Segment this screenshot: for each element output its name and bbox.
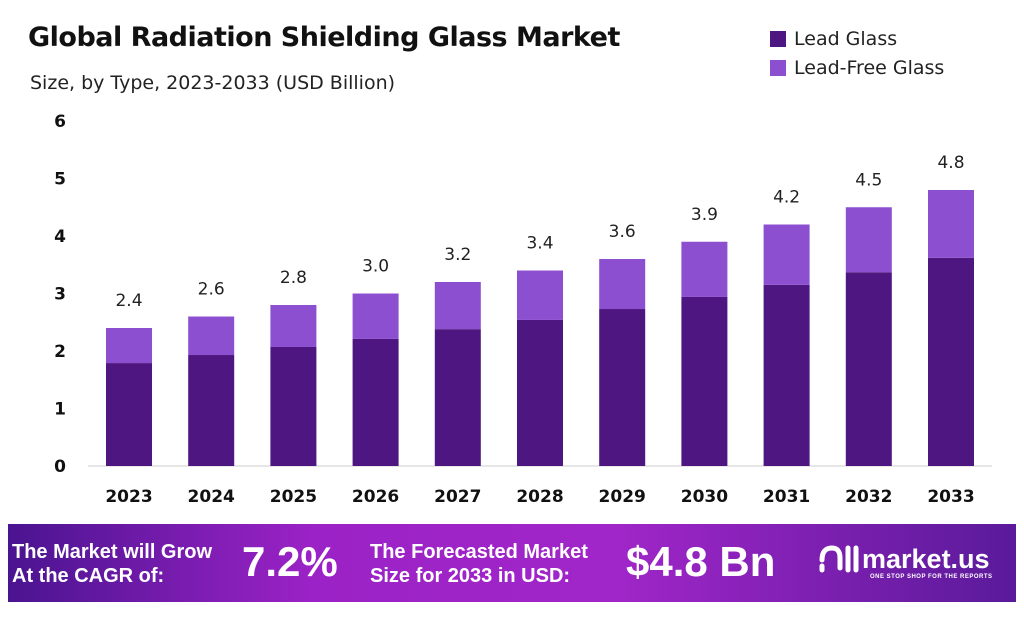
y-tick-label: 0 — [54, 457, 66, 477]
bar-lead-glass-2033 — [928, 257, 974, 466]
legend-swatch — [770, 60, 786, 76]
y-tick-label: 2 — [54, 342, 66, 362]
legend-item-lead-free-glass: Lead-Free Glass — [770, 57, 944, 79]
bar-lead-free-glass-2023 — [106, 328, 152, 364]
x-tick-label: 2028 — [516, 487, 563, 507]
total-label: 2.8 — [280, 268, 307, 288]
y-tick-label: 1 — [54, 400, 66, 420]
total-label: 3.2 — [444, 245, 471, 265]
bar-lead-glass-2029 — [599, 309, 646, 466]
total-label: 4.8 — [937, 153, 964, 173]
forecast-text-2: Size for 2033 in USD: — [370, 565, 571, 587]
logo-tagline: ONE STOP SHOP FOR THE REPORTS — [870, 574, 993, 580]
x-tick-label: 2032 — [845, 487, 892, 507]
total-label: 3.0 — [362, 257, 389, 277]
logo-icon — [819, 545, 859, 573]
bar-lead-glass-2031 — [763, 284, 810, 466]
total-label: 2.4 — [115, 291, 142, 311]
bar-lead-glass-2027 — [434, 329, 481, 466]
market-us-logo: market.us ONE STOP SHOP FOR THE REPORTS — [818, 542, 992, 580]
bar-lead-glass-2030 — [681, 296, 728, 466]
x-tick-label: 2023 — [105, 487, 152, 507]
bar-lead-free-glass-2031 — [763, 224, 810, 285]
chart-subtitle: Size, by Type, 2023-2033 (USD Billion) — [30, 72, 396, 94]
total-label: 3.9 — [691, 205, 718, 225]
y-tick-label: 6 — [54, 112, 66, 132]
cagr-label: The Market will Grow At the CAGR of: — [12, 540, 212, 588]
legend-item-lead-glass: Lead Glass — [770, 28, 897, 50]
bar-lead-free-glass-2029 — [599, 259, 646, 310]
bar-lead-free-glass-2027 — [434, 282, 481, 330]
bar-lead-free-glass-2033 — [928, 190, 974, 258]
forecast-text-1: The Forecasted Market — [370, 541, 588, 563]
legend-swatch — [770, 31, 786, 47]
chart-title: Global Radiation Shielding Glass Market — [28, 22, 620, 53]
total-label: 2.6 — [198, 280, 225, 300]
total-label: 4.5 — [855, 170, 882, 190]
y-tick-label: 5 — [54, 170, 66, 190]
bar-lead-glass-2023 — [106, 363, 152, 466]
legend-label: Lead-Free Glass — [794, 57, 945, 79]
bar-lead-glass-2026 — [352, 338, 399, 466]
cagr-text-1: The Market will Grow — [12, 541, 213, 563]
bar-lead-free-glass-2024 — [188, 316, 235, 356]
bar-lead-free-glass-2028 — [517, 270, 563, 320]
x-tick-label: 2026 — [352, 487, 399, 507]
x-tick-label: 2029 — [599, 487, 646, 507]
x-tick-label: 2031 — [763, 487, 810, 507]
total-label: 3.6 — [609, 222, 636, 242]
bar-lead-free-glass-2030 — [681, 241, 728, 297]
forecast-value: $4.8 Bn — [626, 538, 776, 585]
bar-lead-glass-2025 — [270, 346, 317, 466]
bar-lead-free-glass-2026 — [352, 293, 399, 339]
y-tick-label: 4 — [54, 227, 66, 247]
x-tick-label: 2025 — [270, 487, 317, 507]
x-tick-label: 2024 — [188, 487, 235, 507]
bar-lead-glass-2028 — [517, 319, 563, 466]
bar-chart: 0 1 2 3 4 5 6 2.4 2023 2.6 2024 2.8 2025 3.0 2026 3.2 20… — [54, 112, 992, 507]
x-tick-label: 2027 — [434, 487, 481, 507]
bar-lead-glass-2024 — [188, 355, 235, 466]
cagr-text-2: At the CAGR of: — [12, 565, 165, 587]
forecast-label: The Forecasted Market Size for 2033 in US… — [370, 540, 588, 588]
legend-label: Lead Glass — [794, 28, 898, 50]
bar-lead-free-glass-2032 — [845, 207, 892, 273]
x-tick-label: 2030 — [681, 487, 728, 507]
bar-lead-glass-2032 — [845, 272, 892, 466]
total-label: 3.4 — [526, 234, 553, 254]
y-tick-label: 3 — [54, 285, 66, 305]
logo-text: market.us — [862, 543, 990, 574]
x-tick-label: 2033 — [927, 487, 974, 507]
cagr-value: 7.2% — [242, 538, 338, 585]
footer-banner: The Market will Grow At the CAGR of: 7.2%… — [8, 524, 1016, 602]
bar-lead-free-glass-2025 — [270, 305, 317, 347]
total-label: 4.2 — [773, 188, 800, 208]
